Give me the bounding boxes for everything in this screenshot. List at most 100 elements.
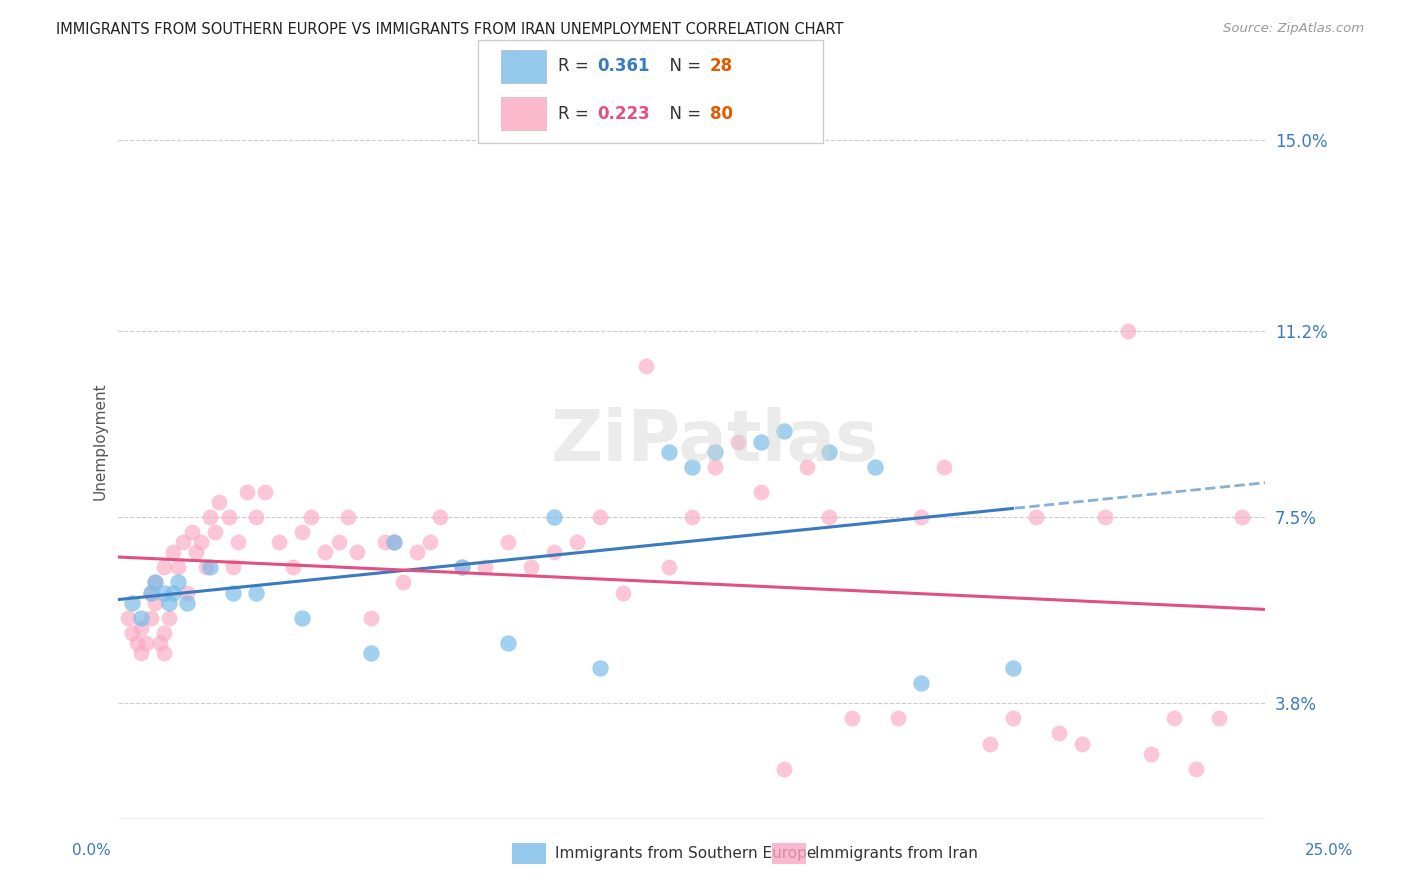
Text: 80: 80	[710, 104, 733, 123]
Point	[143, 575, 166, 590]
Point	[336, 510, 359, 524]
Point	[1001, 661, 1024, 675]
Point	[291, 525, 314, 540]
Point	[222, 560, 245, 574]
Point	[254, 484, 277, 499]
Point	[1070, 737, 1092, 751]
Point	[226, 535, 249, 549]
Point	[245, 510, 267, 524]
Text: Source: ZipAtlas.com: Source: ZipAtlas.com	[1223, 22, 1364, 36]
Point	[451, 560, 474, 574]
Point	[139, 585, 162, 599]
Point	[153, 646, 176, 660]
Point	[451, 560, 474, 574]
Point	[153, 560, 176, 574]
Point	[910, 510, 932, 524]
Point	[1185, 762, 1208, 776]
Point	[498, 535, 520, 549]
Point	[291, 610, 314, 624]
Text: N =: N =	[659, 104, 707, 123]
Point	[1163, 711, 1185, 725]
Point	[157, 610, 180, 624]
Text: 25.0%: 25.0%	[1305, 843, 1353, 858]
Point	[153, 625, 176, 640]
Point	[198, 560, 221, 574]
Point	[772, 425, 794, 439]
Point	[1116, 324, 1139, 338]
Point	[157, 596, 180, 610]
Point	[887, 711, 910, 725]
Point	[149, 636, 172, 650]
Point	[749, 484, 772, 499]
Point	[167, 575, 190, 590]
Text: R =: R =	[558, 104, 595, 123]
Point	[222, 585, 245, 599]
Point	[162, 545, 184, 559]
Point	[176, 585, 198, 599]
Point	[1232, 510, 1254, 524]
Point	[172, 535, 194, 549]
Point	[167, 560, 190, 574]
Point	[543, 510, 565, 524]
Point	[139, 610, 162, 624]
Point	[419, 535, 441, 549]
Point	[382, 535, 405, 549]
Point	[162, 585, 184, 599]
Point	[346, 545, 368, 559]
Point	[772, 762, 794, 776]
Point	[979, 737, 1001, 751]
Point	[405, 545, 427, 559]
Point	[267, 535, 290, 549]
Text: 28: 28	[710, 57, 733, 76]
Point	[121, 596, 143, 610]
Point	[865, 459, 887, 474]
Point	[190, 535, 212, 549]
Point	[373, 535, 395, 549]
Point	[117, 610, 139, 624]
Point	[135, 636, 157, 650]
Point	[131, 646, 153, 660]
Point	[841, 711, 863, 725]
Point	[658, 560, 681, 574]
Point	[1094, 510, 1116, 524]
Point	[520, 560, 543, 574]
Text: 0.361: 0.361	[598, 57, 650, 76]
Point	[498, 636, 520, 650]
Point	[204, 525, 226, 540]
Point	[281, 560, 304, 574]
Point	[143, 575, 166, 590]
Point	[681, 510, 703, 524]
Point	[153, 585, 176, 599]
Point	[131, 610, 153, 624]
Point	[934, 459, 956, 474]
Text: Immigrants from Southern Europe: Immigrants from Southern Europe	[555, 847, 817, 861]
Point	[910, 676, 932, 690]
Point	[634, 359, 657, 373]
Point	[218, 510, 240, 524]
Point	[143, 596, 166, 610]
Point	[208, 495, 231, 509]
Text: N =: N =	[659, 57, 707, 76]
Point	[186, 545, 208, 559]
Point	[703, 459, 725, 474]
Point	[658, 444, 681, 458]
Point	[681, 459, 703, 474]
Point	[245, 585, 267, 599]
Point	[360, 646, 382, 660]
Point	[589, 661, 612, 675]
Point	[1139, 747, 1161, 761]
Point	[125, 636, 148, 650]
Point	[589, 510, 612, 524]
Point	[1025, 510, 1047, 524]
Text: 0.223: 0.223	[598, 104, 651, 123]
Point	[727, 434, 749, 449]
Text: Immigrants from Iran: Immigrants from Iran	[815, 847, 979, 861]
Point	[121, 625, 143, 640]
Text: R =: R =	[558, 57, 595, 76]
Point	[818, 510, 841, 524]
Point	[474, 560, 496, 574]
Point	[749, 434, 772, 449]
Point	[1047, 726, 1070, 740]
Point	[139, 585, 162, 599]
Point	[392, 575, 415, 590]
